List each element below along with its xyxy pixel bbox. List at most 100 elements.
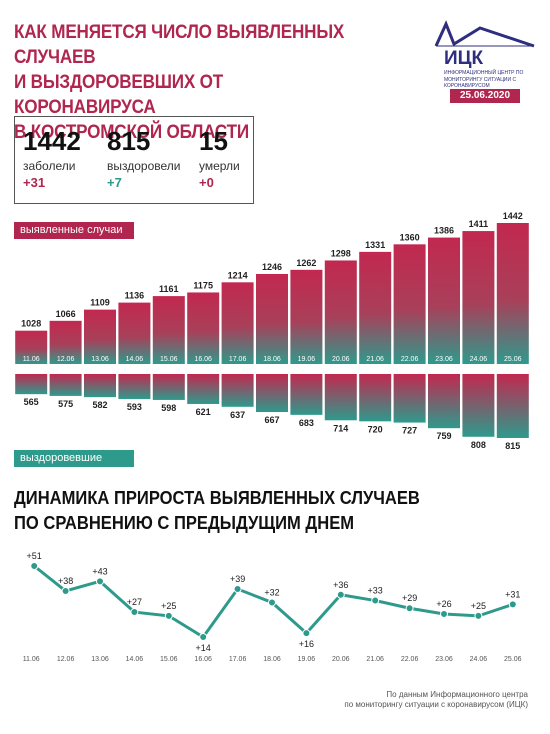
footnote-line: по мониторингу ситуации с коронавирусом … xyxy=(344,700,528,709)
recovered-bar xyxy=(324,374,357,421)
growth-value-label: +29 xyxy=(402,593,417,603)
date-tick-label: 19.06 xyxy=(298,356,316,363)
growth-value-label: +16 xyxy=(299,639,314,649)
detected-value-label: 1066 xyxy=(56,309,76,319)
recovered-value-label: 637 xyxy=(230,410,245,420)
recovered-value-label: 727 xyxy=(402,426,417,436)
stat-delta: +31 xyxy=(23,175,46,190)
section-title-line: ДИНАМИКА ПРИРОСТА ВЫЯВЛЕННЫХ СЛУЧАЕВ xyxy=(14,488,420,508)
recovered-bar xyxy=(15,374,48,395)
detected-bar xyxy=(152,296,185,364)
stats-box: 1442 заболели +31 815 выздоровели +7 15 … xyxy=(14,116,254,204)
page-title: КАК МЕНЯЕТСЯ ЧИСЛО ВЫЯВЛЕННЫХ СЛУЧАЕВ И … xyxy=(14,20,356,145)
detected-bar xyxy=(84,309,116,364)
detected-bar xyxy=(359,251,392,364)
growth-value-label: +33 xyxy=(368,586,383,596)
date-tick-label: 15.06 xyxy=(160,356,178,363)
date-tick-label: 21.06 xyxy=(366,356,384,363)
date-tick-label: 20.06 xyxy=(332,356,350,363)
growth-point xyxy=(508,600,517,609)
date-tick-label: 12.06 xyxy=(57,356,75,363)
recovered-bar xyxy=(393,374,426,423)
line-date-tick: 17.06 xyxy=(229,656,247,663)
recovered-value-label: 565 xyxy=(24,397,39,407)
recovered-value-label: 815 xyxy=(505,441,520,451)
detected-bar xyxy=(290,269,323,364)
growth-value-label: +39 xyxy=(230,574,245,584)
detected-value-label: 1386 xyxy=(434,226,454,236)
growth-point xyxy=(30,562,39,570)
detected-bar xyxy=(256,273,288,364)
stat-recovered: 815 выздоровели +7 xyxy=(107,127,180,190)
detected-bar xyxy=(221,282,254,364)
recovered-bar xyxy=(256,374,288,413)
growth-point xyxy=(336,590,345,599)
growth-value-label: +31 xyxy=(505,589,520,599)
detected-value-label: 1360 xyxy=(400,232,420,242)
recovered-bar xyxy=(496,374,529,438)
section-title: ДИНАМИКА ПРИРОСТА ВЫЯВЛЕННЫХ СЛУЧАЕВ ПО … xyxy=(14,486,492,536)
line-date-tick: 25.06 xyxy=(504,656,522,663)
footnote-line: По данным Информационного центра xyxy=(386,690,528,699)
growth-value-label: +27 xyxy=(127,597,142,607)
date-tick-label: 23.06 xyxy=(435,356,453,363)
growth-point xyxy=(474,611,483,620)
title-line: КАК МЕНЯЕТСЯ ЧИСЛО ВЫЯВЛЕННЫХ СЛУЧАЕВ xyxy=(14,22,345,68)
recovered-bar xyxy=(84,374,116,398)
logo-icon xyxy=(434,20,535,48)
recovered-value-label: 575 xyxy=(58,399,73,409)
growth-point xyxy=(233,585,242,594)
detected-tag: выявленные случаи xyxy=(14,222,134,239)
growth-point xyxy=(302,629,311,638)
stat-label: выздоровели xyxy=(107,159,181,173)
recovered-bar xyxy=(118,374,151,400)
growth-value-label: +43 xyxy=(92,566,107,576)
line-date-tick: 15.06 xyxy=(160,656,178,663)
growth-point xyxy=(164,611,173,620)
logo-name: ИЦК xyxy=(444,48,484,69)
recovered-bar xyxy=(462,374,495,437)
detected-bar xyxy=(462,231,495,364)
growth-point xyxy=(199,633,208,641)
stat-label: заболели xyxy=(23,159,76,173)
detected-bar xyxy=(49,320,82,364)
line-date-tick: 21.06 xyxy=(366,656,384,663)
recovered-bar xyxy=(152,374,185,400)
detected-value-label: 1246 xyxy=(262,262,282,272)
detected-bar xyxy=(393,244,426,364)
line-date-tick: 19.06 xyxy=(298,656,316,663)
growth-point xyxy=(371,596,380,605)
growth-value-label: +36 xyxy=(333,580,348,590)
recovered-bar xyxy=(359,374,392,422)
recovered-bar xyxy=(428,374,460,429)
detected-bar xyxy=(324,260,357,364)
detected-value-label: 1331 xyxy=(365,240,385,250)
detected-value-label: 1262 xyxy=(296,258,316,268)
growth-point xyxy=(268,598,276,607)
stat-delta: +7 xyxy=(107,175,122,190)
source-footnote: По данным Информационного центра по мони… xyxy=(344,690,528,710)
detected-value-label: 1109 xyxy=(90,298,110,308)
line-date-tick: 22.06 xyxy=(401,656,419,663)
line-date-tick: 24.06 xyxy=(470,656,488,663)
line-date-tick: 11.06 xyxy=(23,656,40,663)
recovered-value-label: 720 xyxy=(368,424,383,434)
logo-subtitle: ИНФОРМАЦИОННЫЙ ЦЕНТР ПО МОНИТОРИНГУ СИТУ… xyxy=(444,70,524,89)
line-date-tick: 13.06 xyxy=(91,656,109,663)
recovered-value-label: 593 xyxy=(127,402,142,412)
stat-delta: +0 xyxy=(199,175,214,190)
line-date-tick: 23.06 xyxy=(435,656,453,663)
detected-bar xyxy=(496,223,529,364)
growth-value-label: +38 xyxy=(58,576,73,586)
growth-value-label: +14 xyxy=(196,643,211,653)
growth-value-label: +32 xyxy=(264,587,279,597)
recovered-bar xyxy=(221,374,254,407)
growth-point xyxy=(130,608,139,617)
detected-value-label: 1214 xyxy=(228,270,248,280)
detected-value-label: 1411 xyxy=(469,219,489,229)
line-date-tick: 20.06 xyxy=(332,656,350,663)
date-tick-label: 25.06 xyxy=(504,356,522,363)
recovered-bar xyxy=(290,374,323,415)
date-tick-label: 24.06 xyxy=(470,356,488,363)
